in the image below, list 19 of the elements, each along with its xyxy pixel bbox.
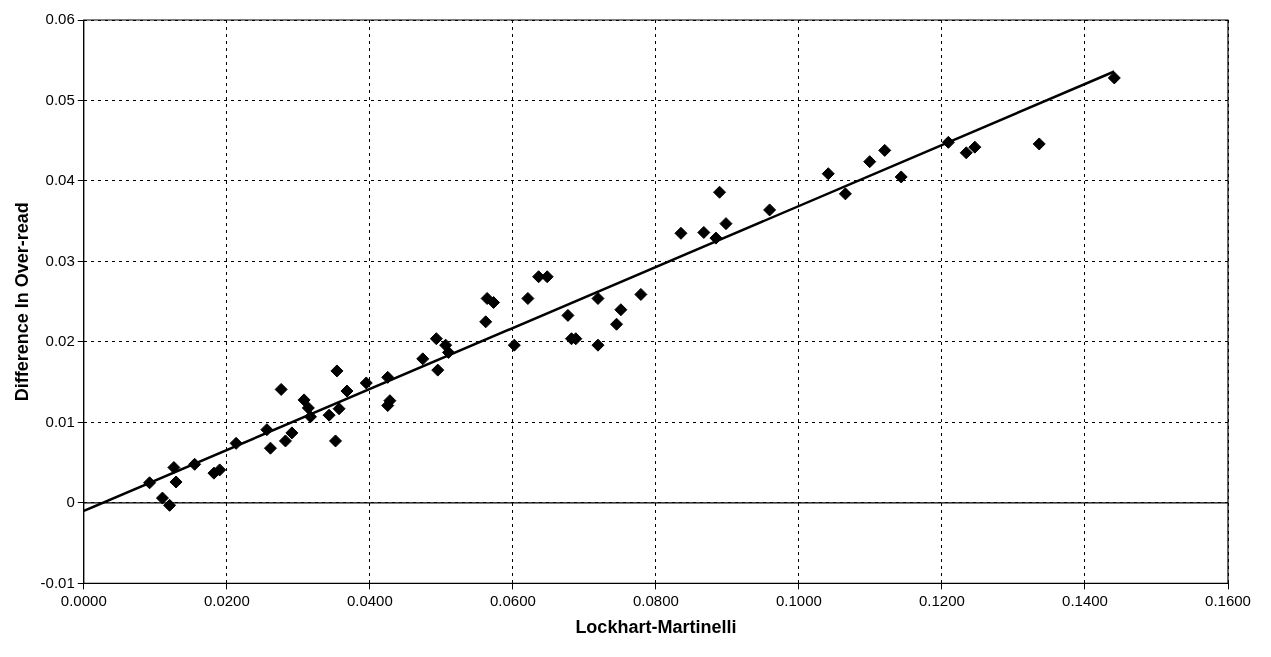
- x-tick-label: 0.1000: [775, 591, 822, 609]
- y-tick-label: 0: [66, 493, 75, 511]
- y-tick-label: -0.01: [40, 573, 75, 591]
- y-tick-label: 0.05: [45, 90, 75, 108]
- x-tick-label: 0.1200: [919, 591, 965, 609]
- x-tick-label: 0.0800: [632, 591, 679, 609]
- y-axis-title: Difference In Over-read: [11, 202, 32, 402]
- y-tick-label: 0.04: [45, 171, 75, 189]
- x-tick-label: 0.1600: [1205, 591, 1251, 609]
- x-tick-label: 0.0600: [489, 591, 536, 609]
- y-tick-label: 0.03: [45, 251, 75, 269]
- x-tick-label: 0.0000: [60, 591, 107, 609]
- x-tick-label: 0.0400: [346, 591, 393, 609]
- x-tick-label: 0.1400: [1062, 591, 1108, 609]
- x-axis-title: Lockhart-Martinelli: [575, 617, 737, 638]
- y-tick-label: 0.06: [45, 10, 75, 28]
- x-tick-label: 0.0200: [203, 591, 250, 609]
- y-tick-label: 0.02: [45, 332, 75, 350]
- y-tick-label: 0.01: [45, 412, 75, 430]
